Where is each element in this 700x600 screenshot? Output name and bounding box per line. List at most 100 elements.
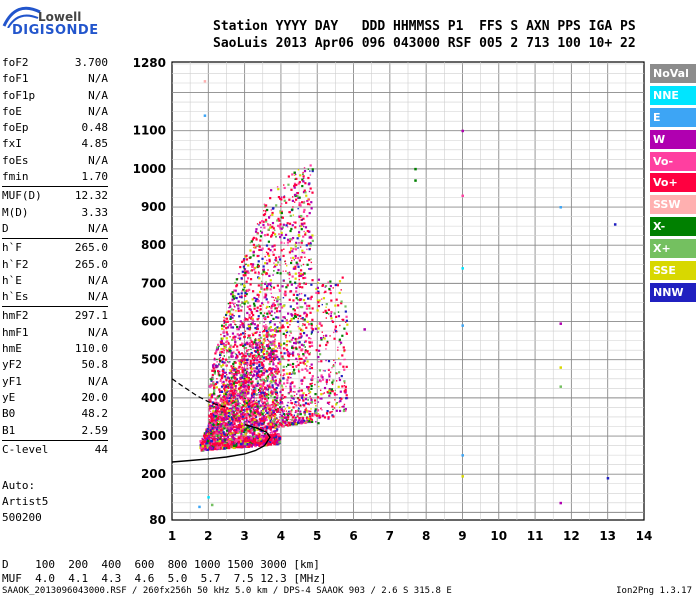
echo-point	[270, 350, 273, 354]
echo-point	[317, 291, 320, 295]
echo-point	[259, 343, 261, 345]
echo-point	[249, 278, 253, 281]
echo-point	[266, 305, 269, 309]
echo-point	[305, 326, 308, 329]
echo-point	[264, 420, 266, 422]
echo-point	[298, 259, 301, 262]
echo-point	[229, 315, 232, 318]
echo-point	[325, 334, 328, 337]
echo-point	[256, 422, 259, 425]
echo-point	[270, 342, 273, 345]
echo-point	[266, 259, 268, 262]
echo-point	[220, 324, 224, 327]
echo-point	[295, 177, 298, 180]
echo-point	[252, 367, 256, 370]
param-label: foE	[2, 104, 22, 118]
echo-point	[279, 413, 281, 416]
echo-point	[245, 392, 248, 395]
echo-point	[239, 390, 242, 394]
echo-point	[222, 418, 225, 421]
echo-point	[332, 287, 334, 289]
echo-point	[245, 419, 248, 422]
echo-point	[327, 401, 330, 404]
echo-point	[228, 351, 230, 353]
echo-point	[219, 390, 222, 393]
echo-point	[283, 199, 286, 202]
echo-point	[257, 400, 260, 403]
echo-point	[250, 340, 254, 343]
echo-point	[267, 391, 270, 393]
echo-point	[269, 372, 272, 376]
echo-point	[300, 225, 303, 228]
echo-point	[304, 421, 307, 425]
echo-point	[288, 410, 291, 413]
echo-point	[336, 284, 339, 287]
echo-point	[241, 355, 243, 358]
echo-point	[230, 348, 232, 350]
legend-item-nnw: NNW	[650, 282, 696, 302]
echo-point	[234, 389, 236, 392]
echo-point	[260, 395, 264, 398]
echo-point	[254, 387, 257, 390]
echo-point	[233, 315, 235, 317]
echo-point	[250, 413, 253, 416]
echo-point	[279, 378, 281, 380]
echo-point	[259, 383, 261, 386]
echo-point	[228, 315, 231, 317]
echo-point	[263, 388, 265, 391]
echo-point	[258, 255, 260, 257]
echo-point	[299, 336, 302, 339]
echo-point	[241, 270, 244, 273]
echo-point	[251, 403, 254, 406]
echo-point	[271, 386, 275, 389]
echo-point	[298, 181, 301, 184]
echo-point	[222, 416, 226, 419]
echo-point	[221, 404, 224, 406]
echo-point	[302, 331, 306, 335]
echo-point	[272, 286, 276, 289]
echo-point	[338, 291, 341, 295]
echo-point	[255, 341, 257, 343]
echo-point	[249, 256, 252, 259]
echo-point	[230, 365, 233, 368]
echo-point	[250, 365, 252, 367]
echo-point	[263, 365, 265, 367]
echo-point	[223, 387, 226, 390]
echo-point	[333, 359, 335, 362]
echo-point	[296, 353, 300, 356]
echo-point	[236, 426, 239, 429]
echo-point	[209, 410, 212, 413]
echo-point	[255, 331, 259, 334]
echo-point	[256, 306, 259, 309]
echo-point	[288, 211, 291, 214]
echo-point	[205, 430, 208, 433]
echo-point	[295, 261, 298, 264]
echo-point	[226, 416, 230, 419]
echo-point	[292, 308, 295, 311]
echo-point	[256, 309, 259, 313]
echo-point	[309, 170, 311, 172]
echo-point	[235, 424, 237, 427]
echo-point	[230, 292, 233, 296]
echo-point	[201, 440, 205, 444]
echo-point	[261, 378, 264, 381]
echo-point	[223, 316, 226, 319]
echo-point	[250, 269, 254, 272]
param-label: M(D)	[2, 205, 29, 219]
echo-point	[219, 430, 222, 433]
echo-point	[229, 395, 232, 398]
echo-point	[240, 435, 243, 438]
echo-point	[234, 361, 237, 364]
echo-point	[249, 381, 253, 384]
echo-point	[250, 382, 253, 385]
echo-point	[285, 265, 288, 267]
echo-point	[221, 374, 224, 377]
echo-point	[301, 218, 304, 221]
param-value: 50.8	[81, 358, 109, 372]
echo-point	[251, 316, 253, 318]
echo-point	[225, 433, 227, 435]
echo-point	[250, 418, 253, 420]
echo-point	[252, 358, 255, 362]
echo-point	[240, 396, 243, 399]
echo-point	[292, 317, 295, 320]
